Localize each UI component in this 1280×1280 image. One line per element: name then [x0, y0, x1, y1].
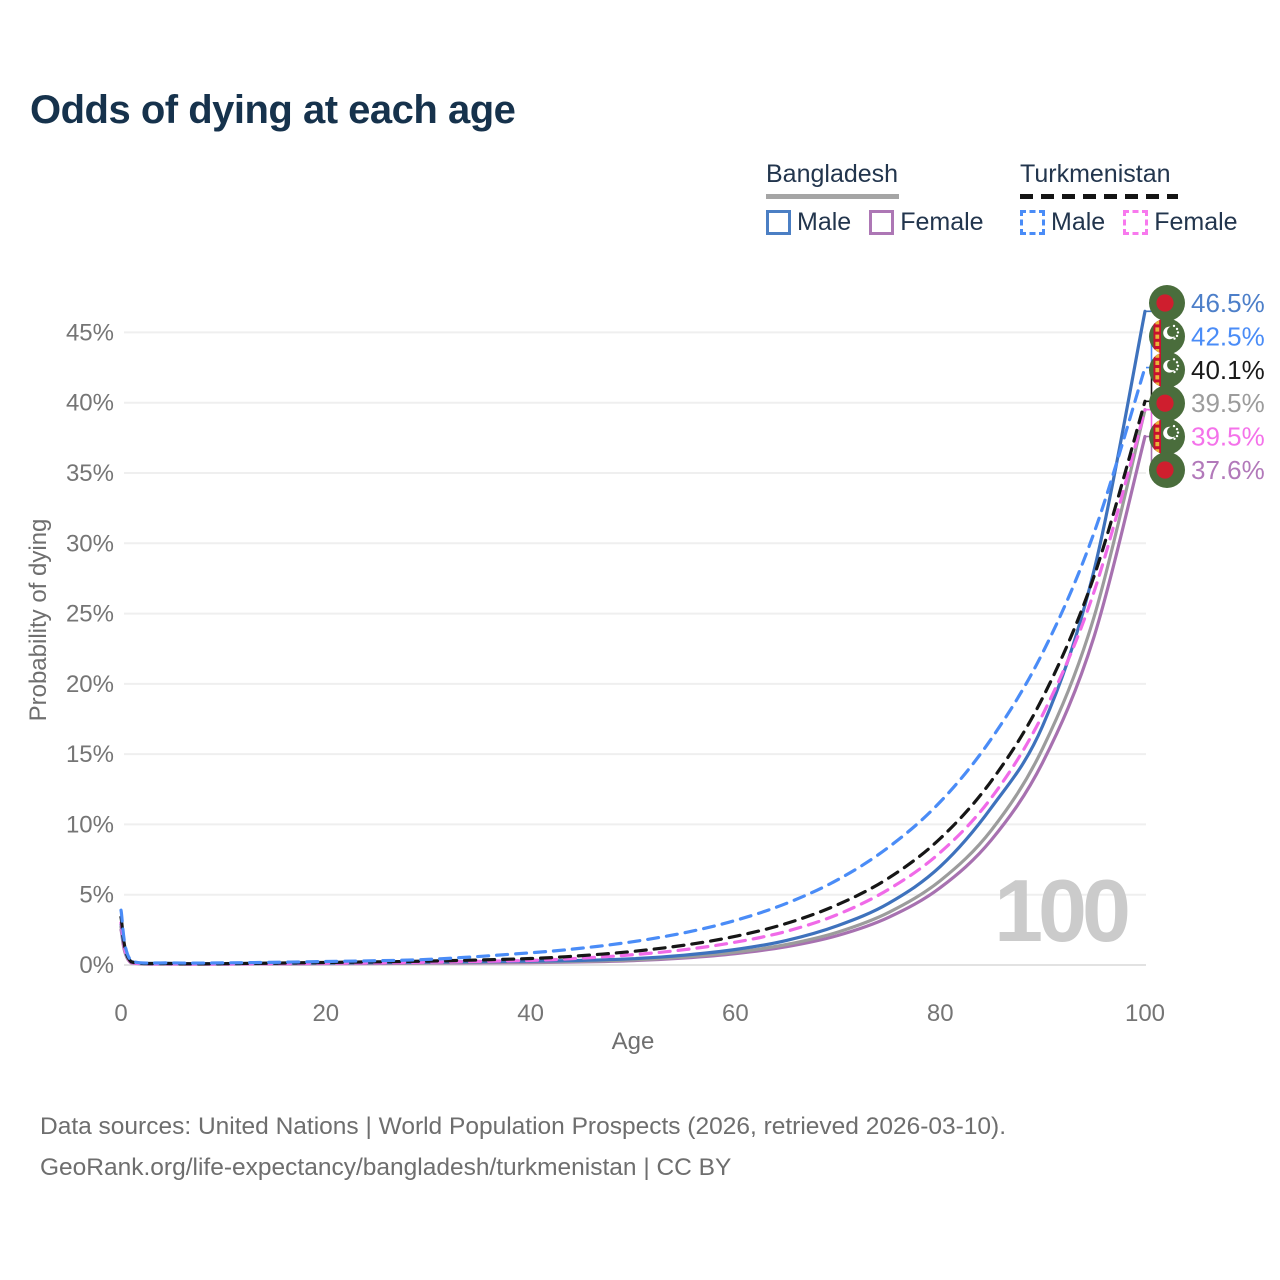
legend-label: Male — [1051, 208, 1106, 236]
series-curves — [119, 309, 1147, 966]
flag-icon-turkmenistan — [1149, 351, 1185, 388]
end-value-label-turkmenistan-male: 42.5% — [1191, 321, 1265, 351]
flag-icons — [1149, 285, 1185, 488]
y-tick-label: 20% — [66, 671, 114, 698]
x-tick-label: 0 — [114, 1000, 127, 1027]
attribution-link[interactable]: GeoRank.org/life-expectancy/bangladesh/t… — [40, 1154, 732, 1181]
line-chart: 100 0% 5% 10% 15% 20% 25% 30% 35% 40% 45% 0 20 40 60… — [25, 285, 1265, 1055]
flag-icon-bangladesh — [1149, 452, 1185, 488]
y-tick-label: 30% — [66, 530, 114, 557]
legend-underline-dashed — [1020, 194, 1178, 199]
y-axis-title: Probability of dying — [25, 519, 52, 722]
flag-icon-bangladesh — [1149, 285, 1185, 321]
gridlines — [124, 331, 1146, 966]
flag-icon-turkmenistan — [1149, 418, 1185, 455]
y-tick-label: 10% — [66, 811, 114, 838]
data-source-text: Data sources: United Nations | World Pop… — [40, 1113, 1007, 1140]
legend-label: Male — [797, 208, 852, 236]
y-tick-label: 40% — [66, 390, 114, 417]
series-line-turkmenistan-male — [119, 366, 1147, 965]
legend-swatch-turkmenistan-male — [1020, 210, 1045, 235]
legend-group-turkmenistan: Turkmenistan Male Female — [1020, 160, 1238, 237]
legend-group-bangladesh: Bangladesh Male Female — [766, 160, 984, 237]
x-tick-label: 40 — [517, 1000, 544, 1027]
end-value-label-bangladesh-female: 37.6% — [1191, 455, 1265, 485]
flag-icon-turkmenistan — [1149, 318, 1185, 355]
end-value-label-turkmenistan-female: 39.5% — [1191, 422, 1265, 452]
x-tick-label: 20 — [312, 1000, 339, 1027]
end-label-connectors — [1146, 302, 1153, 471]
end-value-label-bangladesh-male: 46.5% — [1191, 288, 1265, 318]
legend-label: Female — [900, 208, 984, 236]
series-line-turkmenistan-female — [119, 408, 1147, 966]
series-line-turkmenistan-both-sexes — [119, 399, 1147, 966]
end-value-labels: 46.5%42.5%40.1%39.5%39.5%37.6% — [1191, 288, 1265, 485]
end-value-label-bangladesh-both-sexes: 39.5% — [1191, 388, 1265, 418]
end-value-label-turkmenistan-both-sexes: 40.1% — [1191, 355, 1265, 385]
y-axis-ticks: 0% 5% 10% 15% 20% 25% 30% 35% 40% 45% — [66, 319, 114, 979]
x-tick-label: 100 — [1125, 1000, 1165, 1027]
y-tick-label: 35% — [66, 460, 114, 487]
series-line-bangladesh-male — [119, 309, 1147, 966]
y-tick-label: 25% — [66, 601, 114, 628]
legend-swatch-turkmenistan-female — [1123, 210, 1149, 235]
y-tick-label: 15% — [66, 741, 114, 768]
legend-underline-solid — [766, 194, 899, 199]
series-line-bangladesh-female — [119, 434, 1147, 966]
y-tick-label: 45% — [66, 319, 114, 346]
legend-item-bangladesh-male[interactable]: Male — [766, 208, 851, 237]
legend-item-turkmenistan-female[interactable]: Female — [1123, 208, 1238, 237]
y-tick-label: 0% — [79, 952, 114, 979]
legend-item-bangladesh-female[interactable]: Female — [869, 208, 984, 237]
legend-swatch-bangladesh-female — [869, 210, 895, 235]
page-title: Odds of dying at each age — [30, 88, 516, 132]
y-tick-label: 5% — [79, 882, 114, 909]
x-tick-label: 80 — [927, 1000, 954, 1027]
series-line-bangladesh-both-sexes — [119, 408, 1147, 966]
x-axis-ticks: 0 20 40 60 80 100 — [114, 1000, 1165, 1027]
age-watermark: 100 — [994, 861, 1128, 960]
legend-country-turkmenistan: Turkmenistan — [1020, 160, 1171, 188]
legend-label: Female — [1154, 208, 1238, 236]
x-tick-label: 60 — [722, 1000, 749, 1027]
legend-item-turkmenistan-male[interactable]: Male — [1020, 208, 1105, 237]
x-axis-title: Age — [612, 1028, 655, 1055]
flag-icon-bangladesh — [1149, 385, 1185, 422]
legend-country-bangladesh: Bangladesh — [766, 160, 899, 188]
footer: Data sources: United Nations | World Pop… — [40, 1106, 1006, 1188]
legend-swatch-bangladesh-male — [766, 210, 791, 235]
